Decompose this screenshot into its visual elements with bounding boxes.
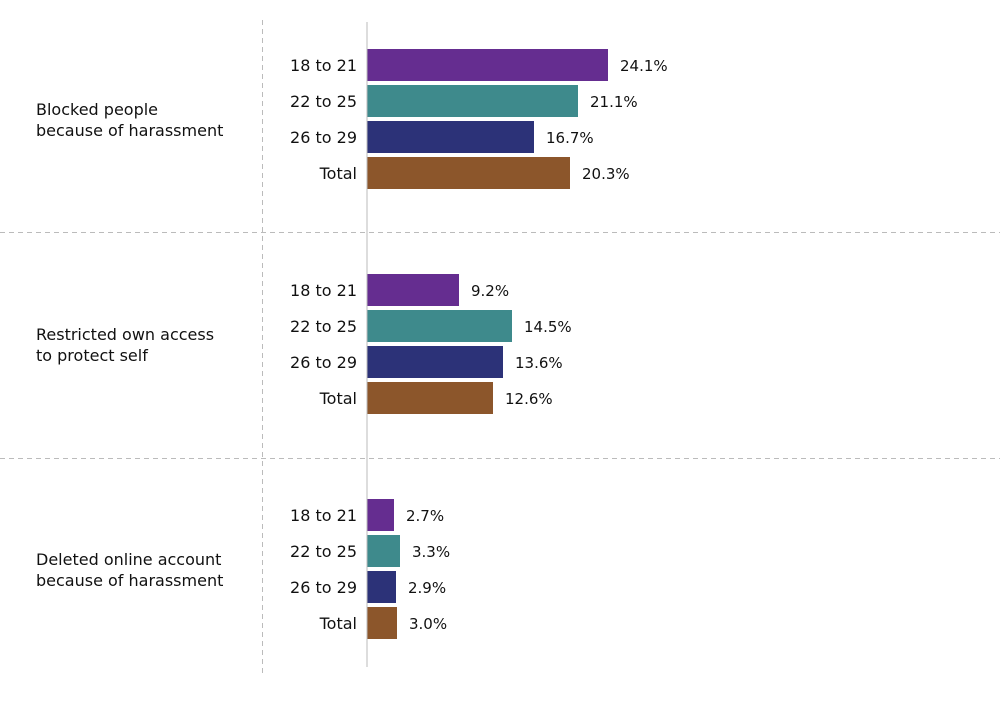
category-label: 18 to 21 (290, 56, 357, 75)
data-label: 3.0% (409, 615, 447, 633)
bar (367, 607, 397, 639)
category-label: Total (319, 164, 357, 183)
bar (367, 274, 459, 306)
category-label: 18 to 21 (290, 281, 357, 300)
data-label: 13.6% (515, 354, 563, 372)
bar (367, 499, 394, 531)
category-label: Total (319, 614, 357, 633)
data-label: 20.3% (582, 165, 630, 183)
data-label: 2.7% (406, 507, 444, 525)
bar (367, 121, 534, 153)
group-label: because of harassment (36, 121, 223, 140)
bar (367, 382, 493, 414)
bar (367, 310, 512, 342)
data-label: 2.9% (408, 579, 446, 597)
category-label: 22 to 25 (290, 92, 357, 111)
category-label: 22 to 25 (290, 317, 357, 336)
bar (367, 49, 608, 81)
data-label: 21.1% (590, 93, 638, 111)
data-label: 16.7% (546, 129, 594, 147)
bar (367, 571, 396, 603)
category-label: 22 to 25 (290, 542, 357, 561)
category-label: 26 to 29 (290, 578, 357, 597)
bar (367, 535, 400, 567)
bar (367, 346, 503, 378)
bar (367, 85, 578, 117)
bar (367, 157, 570, 189)
category-label: Total (319, 389, 357, 408)
data-label: 12.6% (505, 390, 553, 408)
data-label: 9.2% (471, 282, 509, 300)
data-label: 3.3% (412, 543, 450, 561)
group-label: to protect self (36, 346, 148, 365)
group-label: Deleted online account (36, 550, 221, 569)
category-label: 18 to 21 (290, 506, 357, 525)
group-label: Blocked people (36, 100, 158, 119)
category-label: 26 to 29 (290, 353, 357, 372)
group-label: because of harassment (36, 571, 223, 590)
group-label: Restricted own access (36, 325, 214, 344)
category-label: 26 to 29 (290, 128, 357, 147)
data-label: 24.1% (620, 57, 668, 75)
data-label: 14.5% (524, 318, 572, 336)
